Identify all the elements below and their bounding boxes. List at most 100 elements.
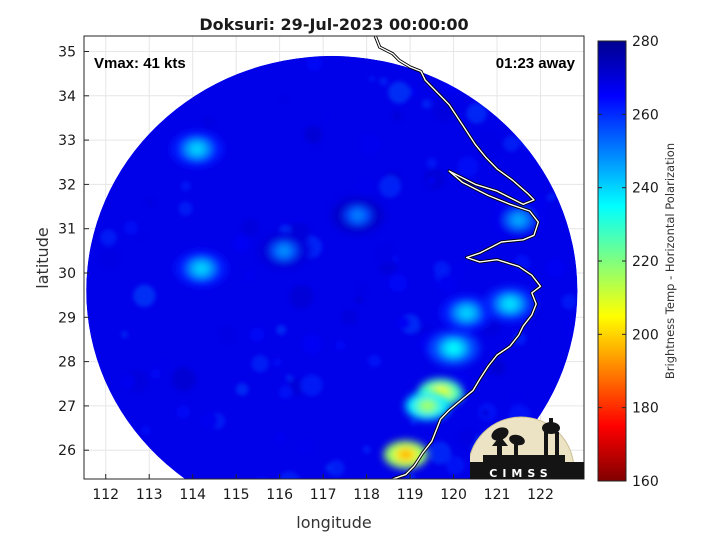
rainband-cell	[405, 391, 450, 420]
x-tick-label: 120	[440, 487, 467, 503]
texture-blob	[251, 354, 269, 373]
texture-blob	[386, 510, 403, 527]
y-tick-label: 33	[58, 133, 76, 149]
texture-blob	[235, 383, 249, 396]
colorbar-tick-label: 220	[632, 254, 659, 270]
texture-blob	[341, 309, 358, 326]
rainband-core	[446, 342, 461, 355]
texture-blob	[280, 95, 287, 103]
texture-blob	[388, 273, 408, 293]
texture-blob	[138, 232, 147, 240]
texture-blob	[428, 441, 452, 465]
colorbar-label: Brightness Temp - Horizontal Polarizatio…	[663, 143, 677, 379]
y-tick-label: 27	[58, 399, 76, 415]
texture-blob	[178, 201, 193, 216]
texture-blob	[422, 493, 436, 507]
coastline-path	[374, 36, 542, 479]
texture-blob	[288, 379, 305, 396]
y-axis-label: latitude	[33, 227, 52, 288]
cloud-cell	[258, 232, 310, 269]
texture-blob	[392, 111, 402, 121]
texture-blob	[561, 293, 577, 310]
texture-blob	[427, 177, 436, 185]
colorbar-ticks: 160 180 200 220 240 260 280	[598, 34, 659, 490]
x-tick-label: 114	[179, 487, 206, 503]
texture-blob	[547, 192, 556, 201]
cloud-core	[190, 142, 205, 155]
texture-blob	[241, 219, 259, 237]
cloud-core	[277, 244, 291, 257]
vmax-annotation: Vmax: 41 kts	[94, 55, 186, 72]
texture-blob	[448, 261, 466, 280]
texture-blob	[123, 220, 139, 235]
chart-title: Doksuri: 29-Jul-2023 00:00:00	[199, 15, 468, 34]
texture-blob	[512, 331, 527, 346]
cloud-cell	[492, 201, 545, 238]
colorbar-tick-label: 280	[632, 34, 659, 50]
texture-blob	[508, 391, 523, 406]
coastline	[373, 36, 543, 479]
cloud-cell	[171, 130, 224, 167]
x-tick-label: 112	[92, 487, 119, 503]
texture-blob	[277, 471, 301, 479]
texture-blob	[202, 116, 215, 129]
texture-blob	[482, 409, 489, 417]
y-tick-label: 32	[58, 177, 76, 193]
texture-blob	[133, 284, 156, 307]
rainband-core	[503, 298, 518, 311]
texture-blob	[549, 505, 566, 522]
x-tick-label: 116	[266, 487, 293, 503]
texture-blob	[564, 317, 578, 338]
x-tick-label: 113	[136, 487, 163, 503]
cimss-logo: CIMSS	[470, 416, 584, 479]
texture-blob	[379, 77, 388, 86]
y-tick-label: 31	[58, 222, 76, 238]
texture-blob	[406, 472, 416, 479]
texture-blob	[278, 385, 293, 400]
texture-blob	[176, 503, 192, 519]
texture-blob	[286, 374, 293, 381]
texture-blob	[327, 459, 345, 477]
texture-blob	[355, 296, 364, 304]
x-tick-label: 119	[397, 487, 424, 503]
texture-blob	[171, 367, 196, 392]
cloud-cell	[175, 250, 228, 287]
y-axis-ticks: 26 27 28 29 30 31 32 33 34 35	[58, 45, 89, 459]
texture-blob	[542, 333, 554, 345]
texture-blob	[368, 75, 376, 83]
texture-blob	[421, 98, 432, 109]
rainband-cell	[427, 330, 480, 367]
colorbar-tick-label: 160	[632, 474, 659, 490]
texture-blob	[433, 260, 450, 277]
texture-blob	[545, 258, 566, 279]
y-tick-label: 34	[58, 89, 76, 105]
x-axis-label: longitude	[296, 513, 371, 532]
colorbar-tick-label: 240	[632, 181, 659, 197]
texture-blob	[276, 324, 287, 336]
texture-blob	[503, 135, 520, 152]
texture-blob	[445, 455, 465, 475]
colorbar-tick-label: 180	[632, 401, 659, 417]
texture-blob	[447, 505, 463, 521]
cloud-core	[511, 213, 526, 226]
texture-blob	[161, 480, 179, 498]
texture-blob	[121, 375, 135, 389]
texture-blob	[232, 234, 251, 253]
texture-blob	[325, 464, 333, 472]
texture-blob	[302, 334, 322, 354]
texture-blob	[306, 55, 323, 71]
texture-blob	[200, 412, 219, 430]
colorbar	[597, 40, 627, 482]
texture-blob	[374, 243, 395, 265]
rainband-cell	[484, 286, 537, 323]
x-tick-label: 121	[484, 487, 511, 503]
texture-blob	[392, 255, 399, 263]
texture-blob	[297, 439, 314, 456]
texture-blob	[141, 425, 151, 436]
texture-blob	[409, 417, 418, 426]
texture-blob	[356, 177, 374, 196]
cloud-cell	[331, 197, 384, 234]
texture-blob	[477, 131, 501, 156]
x-tick-label: 115	[223, 487, 250, 503]
texture-blob	[120, 330, 129, 339]
